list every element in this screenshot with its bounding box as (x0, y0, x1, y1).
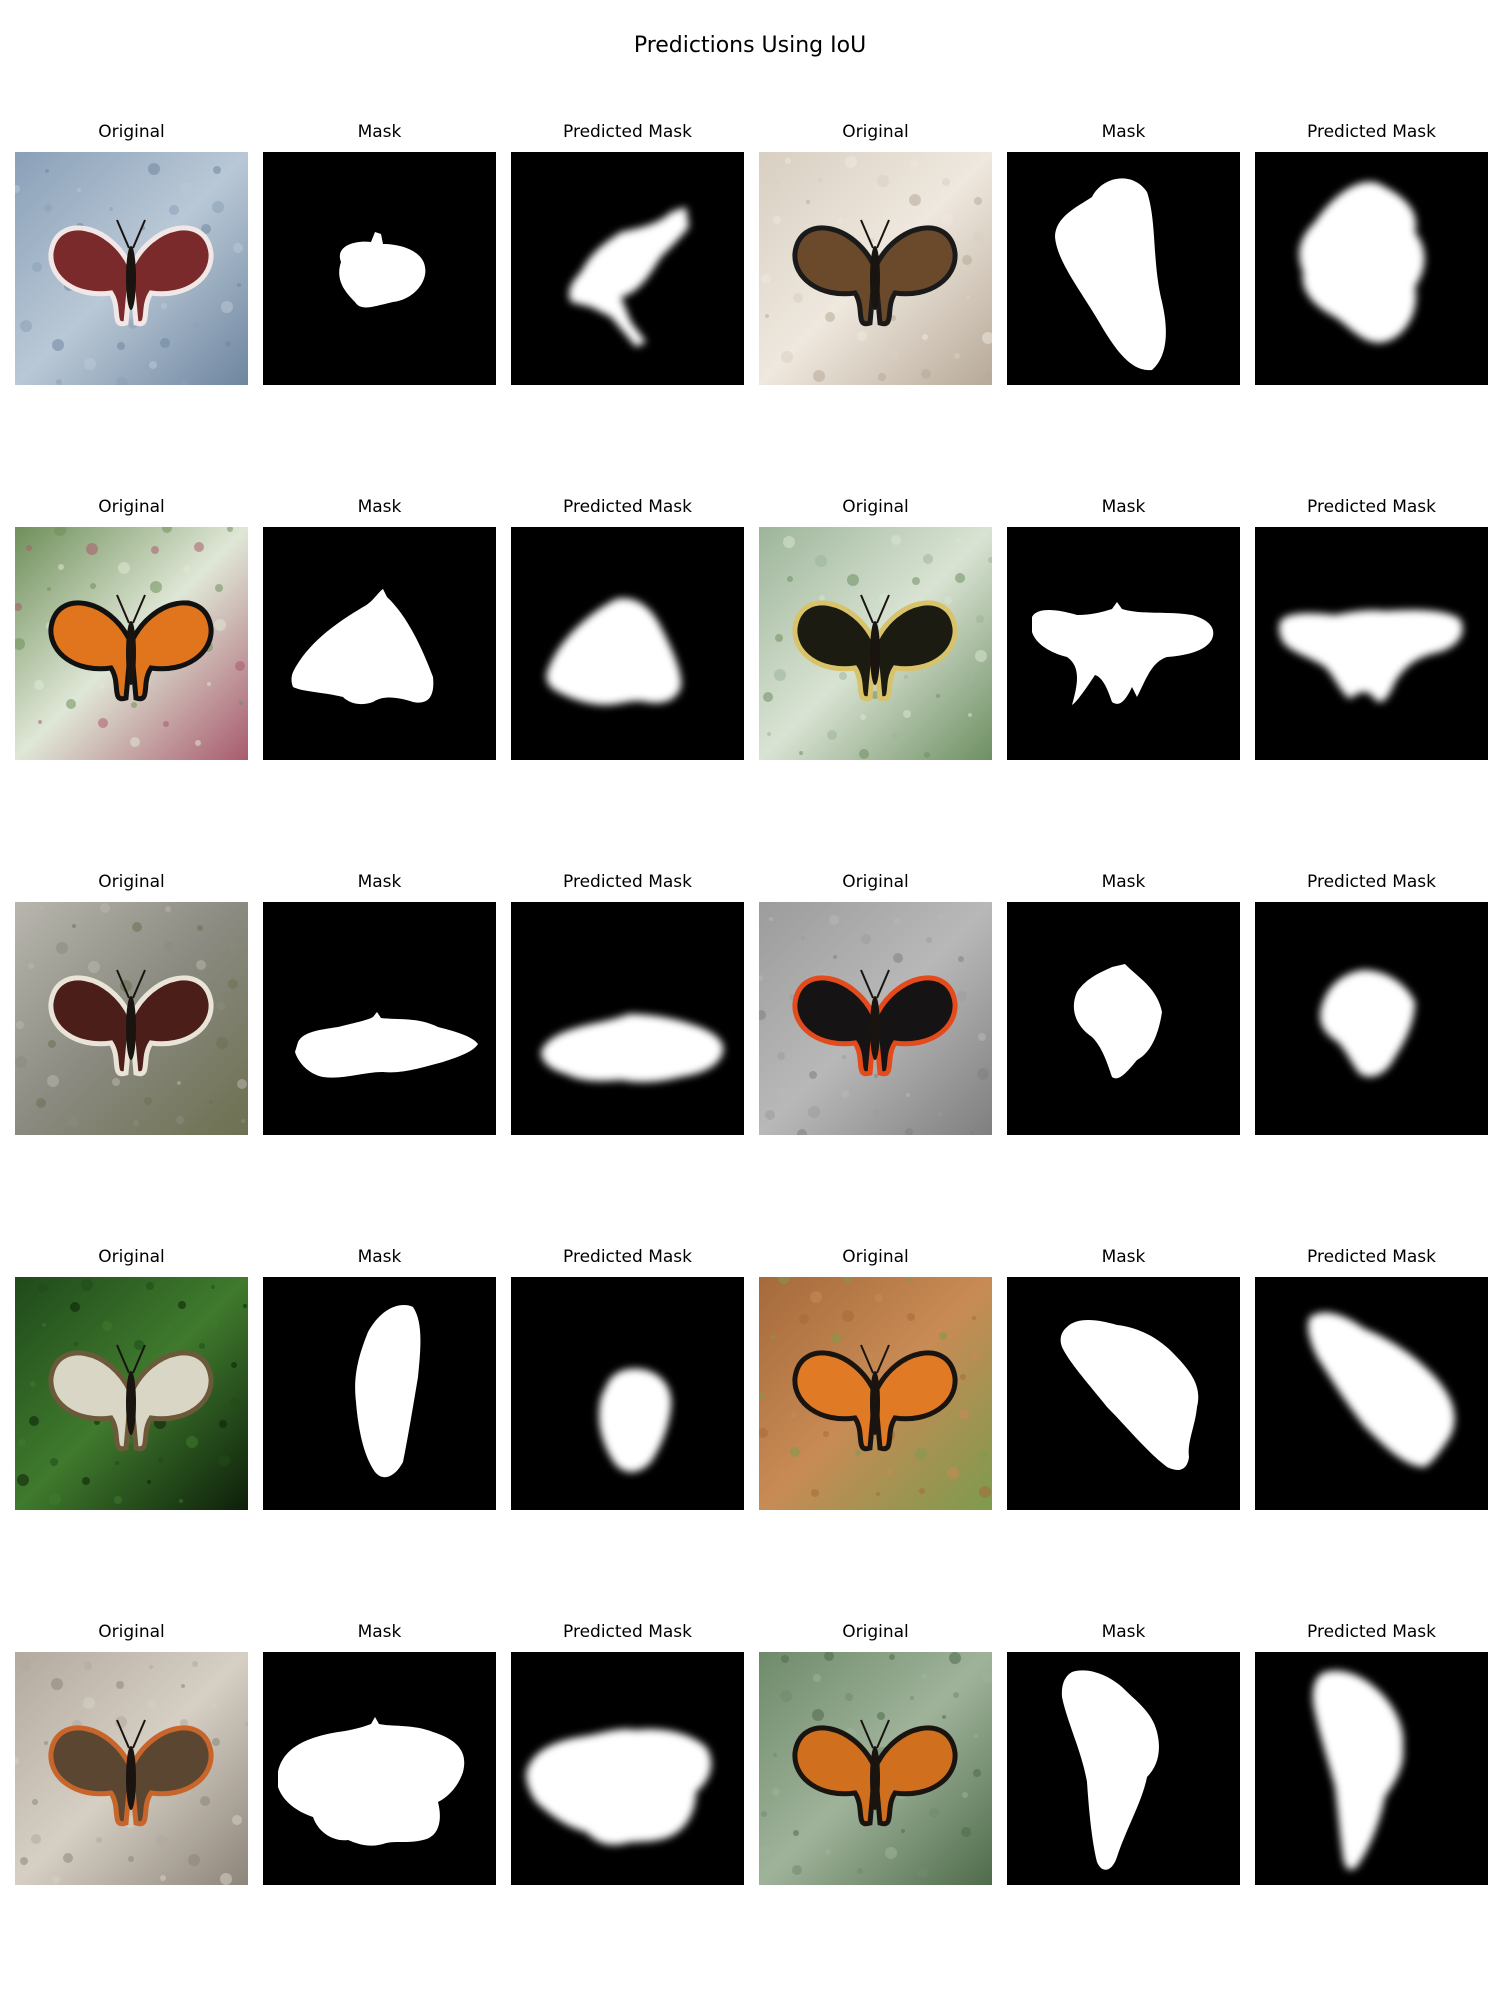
mask-image (1007, 902, 1240, 1135)
original-panel-title: Original (15, 1622, 248, 1642)
mask-image (263, 902, 496, 1135)
predicted-mask-panel-title: Predicted Mask (1255, 1622, 1488, 1642)
predicted-mask-panel-title: Predicted Mask (1255, 497, 1488, 517)
mask-panel-title: Mask (1007, 1622, 1240, 1642)
mask-panel-title: Mask (263, 1622, 496, 1642)
mask-panel-title: Mask (263, 1247, 496, 1267)
mask-panel-title: Mask (263, 122, 496, 142)
original-image (15, 152, 248, 385)
original-image (15, 1277, 248, 1510)
predicted-mask-image (1255, 152, 1488, 385)
mask-image (1007, 152, 1240, 385)
mask-panel-title: Mask (1007, 122, 1240, 142)
predicted-mask-panel-title: Predicted Mask (511, 1247, 744, 1267)
original-image (759, 152, 992, 385)
mask-image (1007, 1652, 1240, 1885)
original-panel-title: Original (759, 872, 992, 892)
original-panel-title: Original (759, 1247, 992, 1267)
predicted-mask-image (1255, 1652, 1488, 1885)
mask-image (263, 527, 496, 760)
mask-panel-title: Mask (263, 872, 496, 892)
mask-image (263, 152, 496, 385)
predicted-mask-image (511, 152, 744, 385)
predicted-mask-image (1255, 902, 1488, 1135)
mask-panel-title: Mask (263, 497, 496, 517)
original-panel-title: Original (759, 1622, 992, 1642)
original-panel-title: Original (759, 497, 992, 517)
predicted-mask-image (511, 1652, 744, 1885)
original-panel-title: Original (759, 122, 992, 142)
figure-title: Predictions Using IoU (0, 33, 1500, 58)
original-image (759, 1277, 992, 1510)
predicted-mask-image (1255, 1277, 1488, 1510)
original-image (759, 902, 992, 1135)
predicted-mask-panel-title: Predicted Mask (1255, 1247, 1488, 1267)
predicted-mask-panel-title: Predicted Mask (511, 872, 744, 892)
original-image (759, 1652, 992, 1885)
predicted-mask-panel-title: Predicted Mask (1255, 122, 1488, 142)
predicted-mask-image (511, 902, 744, 1135)
predicted-mask-image (1255, 527, 1488, 760)
predicted-mask-panel-title: Predicted Mask (511, 497, 744, 517)
original-image (15, 527, 248, 760)
original-panel-title: Original (15, 497, 248, 517)
predicted-mask-image (511, 527, 744, 760)
original-image (15, 1652, 248, 1885)
predicted-mask-image (511, 1277, 744, 1510)
original-panel-title: Original (15, 1247, 248, 1267)
mask-image (263, 1277, 496, 1510)
predicted-mask-panel-title: Predicted Mask (1255, 872, 1488, 892)
mask-image (1007, 1277, 1240, 1510)
mask-panel-title: Mask (1007, 1247, 1240, 1267)
mask-image (1007, 527, 1240, 760)
mask-panel-title: Mask (1007, 497, 1240, 517)
original-image (15, 902, 248, 1135)
original-panel-title: Original (15, 122, 248, 142)
predicted-mask-panel-title: Predicted Mask (511, 122, 744, 142)
mask-panel-title: Mask (1007, 872, 1240, 892)
mask-image (263, 1652, 496, 1885)
predicted-mask-panel-title: Predicted Mask (511, 1622, 744, 1642)
original-image (759, 527, 992, 760)
original-panel-title: Original (15, 872, 248, 892)
